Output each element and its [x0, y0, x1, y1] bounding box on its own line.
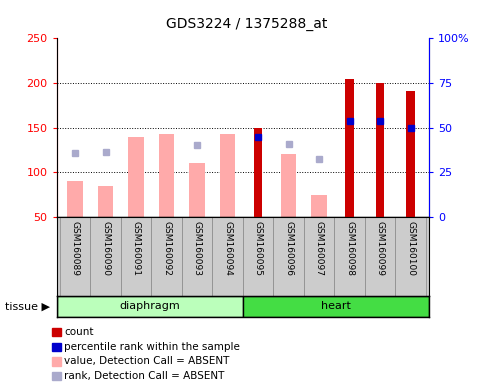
Bar: [254, 127, 262, 217]
Bar: [128, 137, 143, 217]
Text: GSM160099: GSM160099: [376, 221, 385, 276]
Text: GSM160095: GSM160095: [253, 221, 263, 276]
Text: percentile rank within the sample: percentile rank within the sample: [64, 342, 240, 352]
Bar: [243, 217, 273, 296]
Bar: [281, 154, 296, 217]
Bar: [68, 181, 83, 217]
Bar: [345, 79, 354, 217]
Bar: [395, 217, 426, 296]
Text: GSM160097: GSM160097: [315, 221, 323, 276]
Text: GSM160089: GSM160089: [70, 221, 79, 276]
Text: GSM160090: GSM160090: [101, 221, 110, 276]
Bar: [376, 83, 385, 217]
Text: GSM160092: GSM160092: [162, 221, 171, 276]
Text: GSM160091: GSM160091: [132, 221, 141, 276]
Bar: [121, 217, 151, 296]
Text: value, Detection Call = ABSENT: value, Detection Call = ABSENT: [64, 356, 229, 366]
Bar: [159, 134, 174, 217]
Text: GSM160094: GSM160094: [223, 221, 232, 276]
Bar: [90, 217, 121, 296]
Bar: [312, 195, 327, 217]
Bar: [60, 217, 90, 296]
Text: GSM160096: GSM160096: [284, 221, 293, 276]
Bar: [220, 134, 235, 217]
Bar: [151, 217, 182, 296]
Bar: [304, 217, 334, 296]
Text: GSM160098: GSM160098: [345, 221, 354, 276]
Bar: [189, 164, 205, 217]
Bar: [182, 217, 212, 296]
Bar: [334, 217, 365, 296]
Text: GSM160093: GSM160093: [193, 221, 202, 276]
Bar: [406, 91, 415, 217]
Text: count: count: [64, 327, 94, 337]
Text: tissue ▶: tissue ▶: [5, 301, 50, 311]
Text: rank, Detection Call = ABSENT: rank, Detection Call = ABSENT: [64, 371, 224, 381]
Bar: [273, 217, 304, 296]
Text: GSM160100: GSM160100: [406, 221, 415, 276]
Bar: [57, 296, 243, 317]
Bar: [212, 217, 243, 296]
Text: diaphragm: diaphragm: [119, 301, 180, 311]
Bar: [98, 186, 113, 217]
Text: heart: heart: [321, 301, 351, 311]
Text: GDS3224 / 1375288_at: GDS3224 / 1375288_at: [166, 17, 327, 31]
Bar: [243, 296, 429, 317]
Bar: [365, 217, 395, 296]
